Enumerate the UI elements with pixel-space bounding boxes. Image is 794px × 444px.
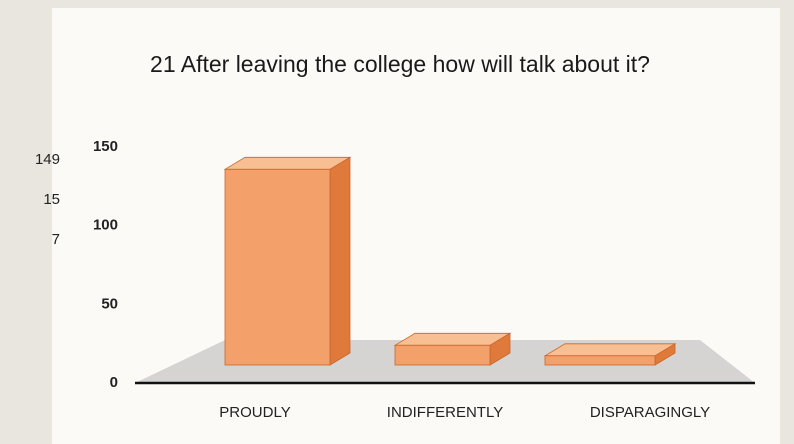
bar	[394, 344, 491, 366]
y-tick-label: 0	[110, 374, 118, 391]
bar-top	[543, 343, 677, 357]
y-tick-label: 50	[101, 295, 118, 312]
count-label: 15	[43, 191, 60, 208]
bar-top	[223, 156, 352, 170]
x-tick-label: DISPARAGINGLY	[590, 404, 710, 421]
bar-side	[329, 156, 351, 366]
bar	[224, 168, 331, 366]
x-tick-label: INDIFFERENTLY	[387, 404, 503, 421]
y-tick-label: 150	[93, 138, 118, 155]
x-tick-label: PROUDLY	[219, 404, 290, 421]
chart-title: 21 After leaving the college how will ta…	[150, 51, 650, 77]
y-tick-label: 100	[93, 217, 118, 234]
bar	[544, 355, 656, 366]
count-label: 149	[35, 151, 60, 168]
count-label: 7	[52, 231, 60, 248]
